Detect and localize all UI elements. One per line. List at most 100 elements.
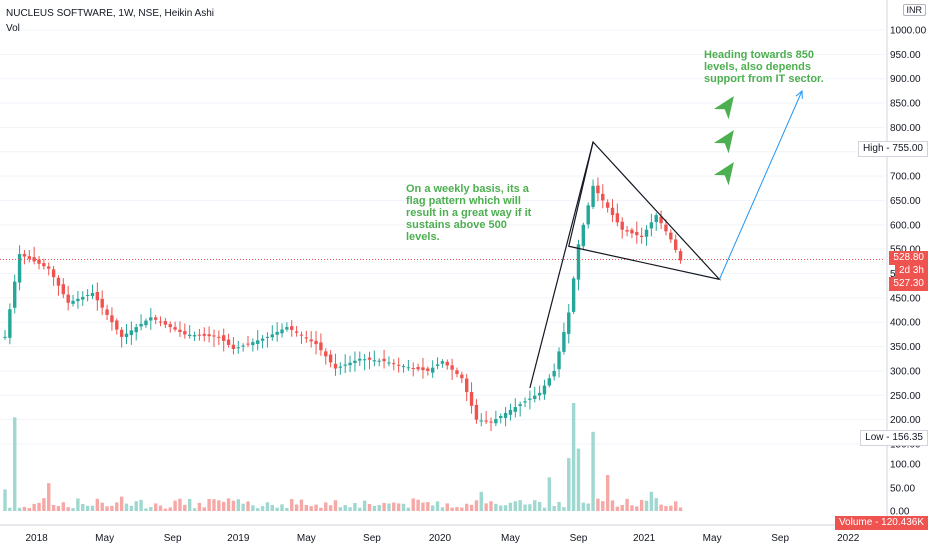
candle-body <box>32 257 36 262</box>
volume-bar <box>343 505 347 511</box>
candle-body <box>469 391 474 406</box>
time-tick-label: 2021 <box>633 533 656 544</box>
candle-body <box>455 370 459 374</box>
volume-bar <box>469 504 474 511</box>
volume-bar <box>290 499 294 511</box>
candle-body <box>66 294 70 303</box>
volume-bar <box>494 503 498 511</box>
price-tick-label: 350.00 <box>890 342 921 353</box>
candle-body <box>358 358 362 361</box>
candle-body <box>576 244 581 280</box>
volume-bar <box>217 500 221 511</box>
candle-body <box>547 378 552 386</box>
volume-bar <box>625 498 629 511</box>
candle-body <box>542 385 547 395</box>
candle-body <box>42 263 46 267</box>
candle-body <box>231 344 236 350</box>
volume-bar <box>187 499 192 511</box>
volume-bar <box>620 504 624 511</box>
candle-body <box>605 202 610 208</box>
candle-body <box>260 338 265 341</box>
candle-body <box>416 367 420 370</box>
volume-bar <box>411 498 415 511</box>
candle-body <box>552 370 556 377</box>
volume-bar <box>353 503 357 511</box>
volume-bar <box>197 502 202 511</box>
volume-bar <box>669 505 673 511</box>
volume-bar <box>149 507 153 511</box>
candle-body <box>110 315 114 323</box>
candle-body <box>630 229 634 234</box>
volume-bar <box>426 502 430 511</box>
volume-bar <box>333 500 338 511</box>
volume-bar <box>503 505 508 511</box>
currency-button[interactable]: INR <box>902 4 926 16</box>
candle-body <box>222 335 226 341</box>
candle-body <box>158 321 163 323</box>
candle-body <box>299 334 304 336</box>
candle-body <box>324 351 328 357</box>
candle-body <box>328 354 333 363</box>
volume-bar <box>265 502 270 511</box>
volume-bar <box>518 500 522 511</box>
volume-bar <box>168 507 172 511</box>
candle-body <box>22 254 27 257</box>
candle-body <box>518 404 522 407</box>
candle-body <box>202 333 206 336</box>
candle-body <box>304 337 309 339</box>
high-price-badge: High - 755.00 <box>857 141 928 157</box>
candle-body <box>187 334 192 337</box>
volume-bar <box>392 502 396 511</box>
candle-body <box>183 331 187 335</box>
candle-body <box>426 368 430 371</box>
candle-body <box>192 335 197 337</box>
volume-bar <box>562 507 566 511</box>
time-tick-label: May <box>703 533 722 544</box>
volume-bar <box>528 504 532 511</box>
candle-body <box>348 362 352 366</box>
last-price-badge: 528.80 <box>889 251 928 265</box>
candle-body <box>664 224 668 232</box>
volume-bar <box>416 499 420 511</box>
volume-bar <box>508 502 513 511</box>
volume-bar <box>440 507 445 511</box>
volume-bar <box>212 499 216 511</box>
candle-body <box>377 360 381 362</box>
candle-body <box>47 266 51 269</box>
volume-bar <box>401 503 406 511</box>
volume-bar <box>105 506 109 511</box>
candle-body <box>387 362 391 364</box>
volume-bar <box>304 504 309 511</box>
volume-bar <box>659 504 663 511</box>
candle-body <box>275 331 279 335</box>
candle-body <box>285 327 289 330</box>
candle-body <box>620 221 624 230</box>
volume-bar <box>153 503 158 511</box>
volume-tick-label: 50.00 <box>890 484 915 495</box>
candle-body <box>343 364 347 366</box>
green-arrow-icon <box>713 96 734 120</box>
volume-bar <box>32 503 36 511</box>
price-tick-label: 550.00 <box>890 245 921 256</box>
candle-body <box>659 216 663 224</box>
volume-bar <box>499 505 503 511</box>
volume-bar <box>547 477 552 511</box>
candle-body <box>489 421 493 423</box>
time-tick-label: May <box>297 533 316 544</box>
projection-arrowhead <box>795 89 803 99</box>
volume-bar <box>285 507 289 511</box>
candle-body <box>3 336 7 338</box>
candle-body <box>90 293 95 296</box>
candle-body <box>178 329 182 332</box>
volume-bar <box>649 491 654 511</box>
volume-bar <box>309 506 313 511</box>
candle-body <box>212 335 216 337</box>
candle-body <box>562 331 566 352</box>
volume-bar <box>299 499 304 511</box>
candle-body <box>119 329 124 337</box>
volume-bar <box>71 508 75 511</box>
candle-body <box>392 363 396 365</box>
price-tick-label: 900.00 <box>890 74 921 85</box>
volume-bar <box>455 507 459 511</box>
